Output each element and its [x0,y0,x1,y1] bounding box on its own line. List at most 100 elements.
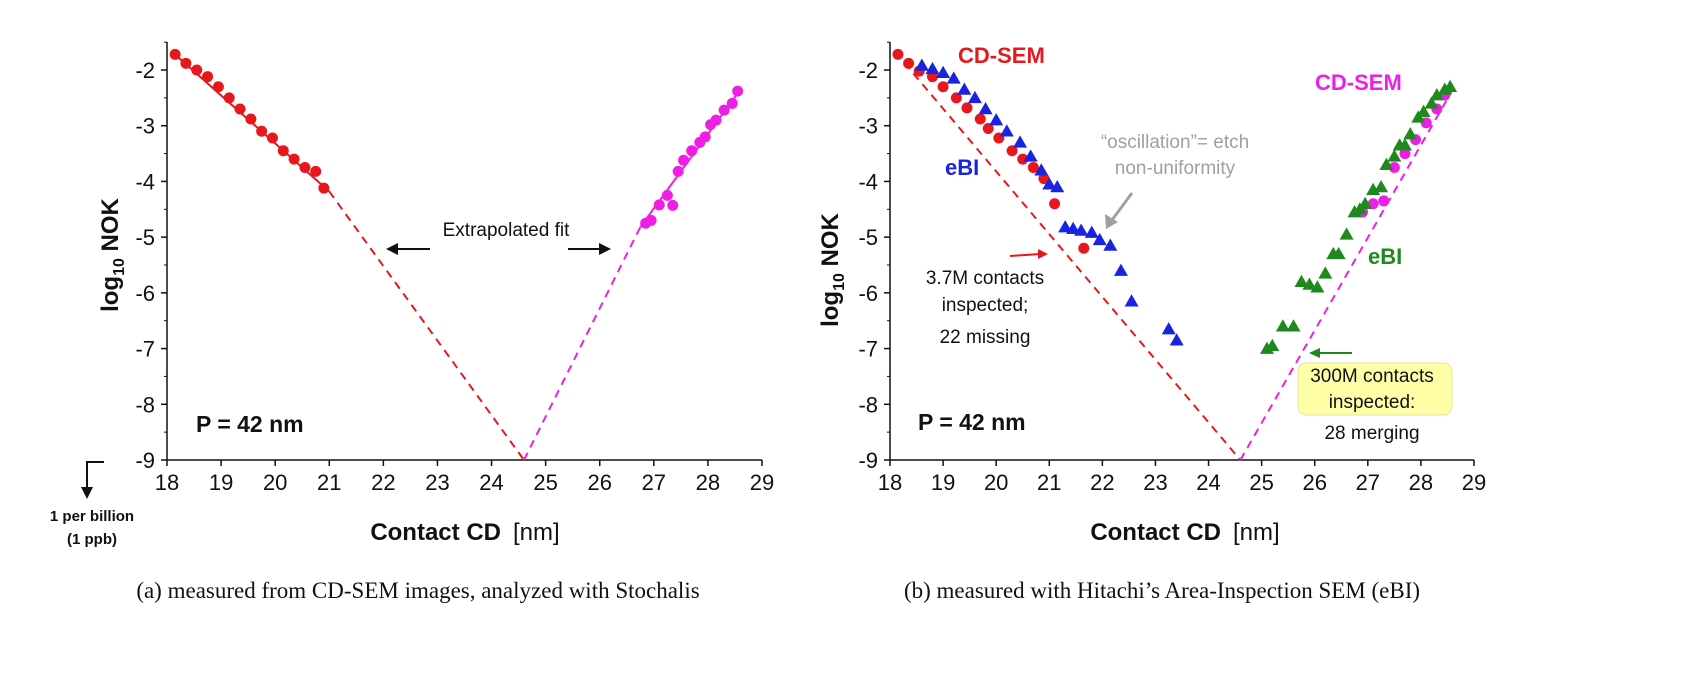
ebi-left-label: eBI [945,155,979,180]
data-point-triangle [1124,294,1139,307]
data-point-circle [667,199,679,211]
data-point-circle [277,145,289,157]
ppb-note-line1: 1 per billion [50,508,134,525]
x-tick-label-a: 25 [533,470,557,495]
x-tick-label-b: 26 [1302,470,1326,495]
y-tick-label-a: -6 [135,281,155,306]
data-point-triangle [1042,177,1057,190]
data-point-triangle [1275,319,1290,332]
data-point-circle [653,199,665,211]
cdsem-right-label: CD-SEM [1315,70,1402,95]
data-point-triangle [1074,223,1089,236]
data-point-circle [256,125,268,137]
data-point-triangle [1318,266,1333,279]
caption-a: (a) measured from CD-SEM images, analyze… [136,578,699,603]
data-point-circle [1399,148,1411,160]
x-tick-label-b: 19 [931,470,955,495]
data-point-triangle [936,65,951,79]
data-point-triangle [1066,221,1081,235]
fit-line-dashed-b [1239,89,1454,461]
data-point-triangle [1103,238,1118,251]
data-point-circle [710,114,722,126]
x-tick-label-b: 18 [878,470,902,495]
pitch-label-b: P = 42 nm [918,409,1026,435]
x-tick-label-b: 22 [1090,470,1114,495]
data-point-triangle [1379,157,1394,170]
right-note-line3: 28 merging [1324,423,1419,444]
data-point-triangle [914,58,929,71]
data-point-circle [645,214,657,226]
data-point-triangle [1403,127,1418,140]
data-point-circle [982,123,994,134]
x-tick-label-a: 20 [263,470,287,495]
y-tick-label-b: -3 [858,114,878,139]
data-point-circle [223,92,235,104]
red-arrow-icon [1009,249,1048,259]
data-point-triangle [1084,225,1099,238]
data-point-circle [202,71,214,83]
data-point-triangle [989,113,1004,126]
data-point-triangle [967,90,982,104]
data-point-triangle [1397,138,1412,151]
data-point-circle [288,153,300,165]
data-point-circle [266,132,278,144]
data-point-circle [1017,153,1029,165]
x-tick-label-b: 27 [1356,470,1380,495]
data-point-triangle [1161,322,1176,335]
data-point-triangle [978,102,993,115]
pitch-label-a: P = 42 nm [196,411,304,437]
data-point-circle [318,182,330,194]
x-tick-label-b: 21 [1037,470,1061,495]
y-tick-label-b: -2 [858,58,878,83]
fit-line-dashed-a [523,226,642,461]
chart-a: -2 -3 -4 -5 -6 -7 -8 -918 19 20 21 22 23 24 25 26 27 28 29… [50,41,774,603]
x-tick-label-a: 27 [642,470,666,495]
data-point-triangle [1424,96,1439,109]
data-point-circle [678,154,690,166]
left-note-line1: 3.7M contacts [926,268,1044,289]
data-point-triangle [1387,149,1402,162]
data-point-circle [726,97,738,109]
data-point-circle [732,85,744,97]
y-tick-label-a: -8 [135,392,155,417]
x-tick-label-b: 24 [1196,470,1220,495]
data-point-triangle [1023,149,1038,162]
data-point-triangle [1302,277,1317,290]
right-arrow-icon [568,243,611,255]
y-tick-label-a: -2 [135,58,155,83]
left-note-line2: inspected; [942,295,1029,316]
data-point-circle [1006,145,1018,157]
data-point-circle [212,81,224,93]
gray-arrow-icon [1105,192,1134,229]
x-tick-label-b: 25 [1249,470,1273,495]
data-point-triangle [1374,180,1389,193]
x-tick-label-b: 20 [984,470,1008,495]
y-tick-label-a: -5 [135,225,155,250]
right-note-box [1297,362,1453,416]
x-tick-label-b: 29 [1462,470,1486,495]
x-tick-label-a: 23 [425,470,449,495]
data-point-circle [686,145,698,157]
y-tick-label-b: -9 [858,448,878,473]
data-point-triangle [1310,280,1325,293]
x-tick-label-a: 28 [696,470,720,495]
data-point-circle [299,162,311,173]
y-tick-label-b: -4 [858,169,878,194]
data-point-triangle [1265,338,1280,352]
data-point-triangle [1113,263,1128,276]
data-point-circle [718,104,730,116]
x-tick-label-b: 28 [1409,470,1433,495]
y-tick-label-b: -8 [858,392,878,417]
data-point-circle [180,57,192,69]
data-point-circle [937,81,949,93]
data-point-triangle [1331,246,1346,260]
data-point-circle [1388,162,1400,173]
fit-line-dashed-b [894,51,1242,461]
data-point-circle [1078,242,1090,254]
data-point-circle [950,92,962,104]
data-point-circle [1049,198,1061,210]
data-point-triangle [999,124,1014,137]
data-point-triangle [946,71,961,84]
data-point-triangle [1416,104,1431,118]
